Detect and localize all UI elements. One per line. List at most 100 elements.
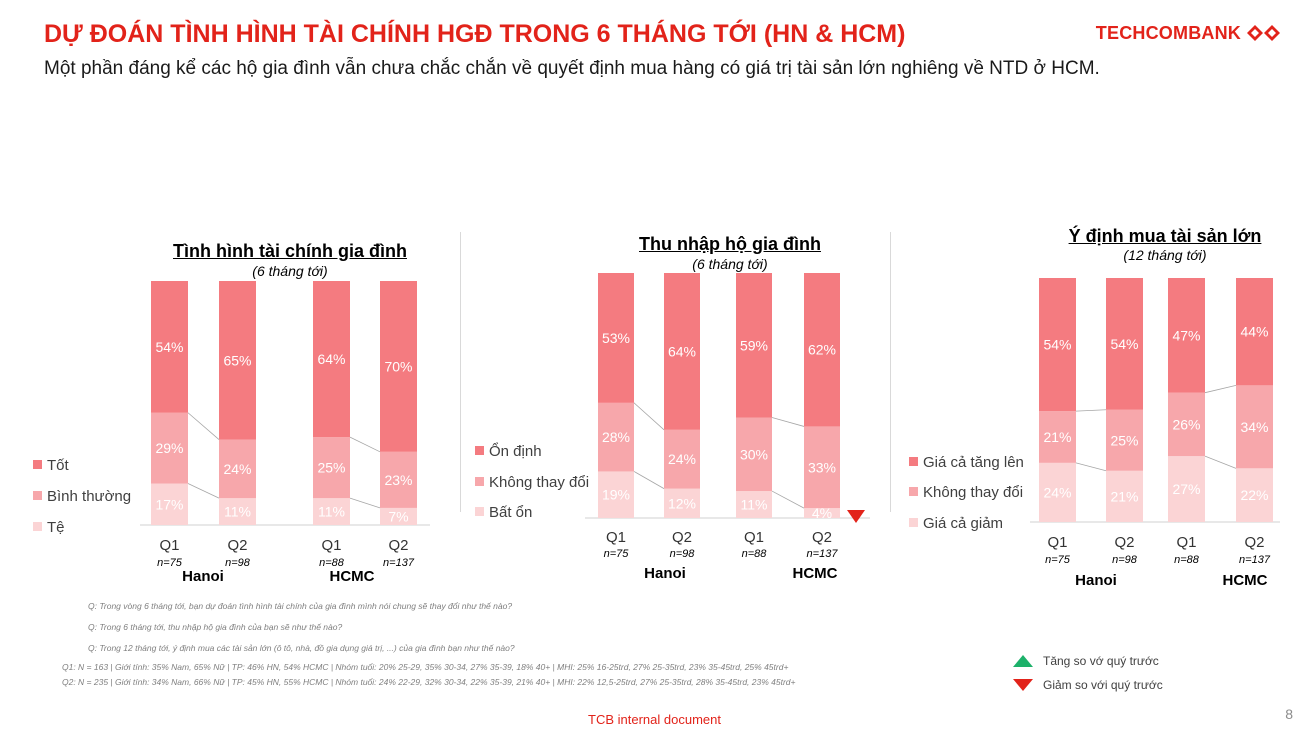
chart1-category-label: Q1 xyxy=(159,537,179,554)
footer-text: TCB internal document xyxy=(0,712,1309,727)
chart2-connector-line xyxy=(772,418,804,427)
chart2-data-label: 12% xyxy=(668,495,696,511)
chart1-sample-size: n=137 xyxy=(383,557,415,569)
chart2-data-label: 24% xyxy=(668,451,696,467)
chart2-connector-line xyxy=(634,471,664,488)
chart1-connector-line xyxy=(350,437,380,452)
chart2-data-label: 62% xyxy=(808,342,836,358)
question-note-3: Q: Trong 12 tháng tới, ý định mua các tà… xyxy=(88,643,515,653)
chart3-data-label: 21% xyxy=(1043,429,1071,445)
chart2-data-label: 11% xyxy=(741,497,768,513)
chart1-category-label: Q2 xyxy=(227,537,247,554)
chart1-data-label: 17% xyxy=(155,496,183,512)
chart2-legend-label: Không thay đổi xyxy=(489,474,589,491)
chart2-data-label: 33% xyxy=(808,459,836,475)
chart2-category-label: Q1 xyxy=(606,529,626,546)
chart1-sample-size: n=98 xyxy=(225,557,251,569)
chart2-data-label: 64% xyxy=(668,343,696,359)
chart3-legend-swatch xyxy=(909,457,918,466)
chart3-sample-size: n=75 xyxy=(1045,554,1071,566)
chart3-legend-label: Giá cả giảm xyxy=(923,515,1003,532)
chart2-legend-label: Bất ổn xyxy=(489,504,532,521)
chart2-sample-size: n=75 xyxy=(604,548,630,560)
chart1-legend-label: Tệ xyxy=(47,519,65,536)
page-number: 8 xyxy=(1285,706,1293,722)
chart3-data-label: 22% xyxy=(1240,487,1268,503)
chart1-category-label: Q1 xyxy=(321,537,341,554)
chart2-legend-swatch xyxy=(475,477,484,486)
chart3-data-label: 27% xyxy=(1172,481,1200,497)
legend-decrease-label: Giảm so với quý trước xyxy=(1043,678,1163,692)
chart2-data-label: 28% xyxy=(602,429,630,445)
chart3-data-label: 21% xyxy=(1110,488,1138,504)
chart3-data-label: 44% xyxy=(1240,324,1268,340)
chart2-sample-size: n=88 xyxy=(742,548,768,560)
chart1-group-label: Hanoi xyxy=(182,568,224,585)
chart2-data-label: 19% xyxy=(602,487,630,503)
chart3-sample-size: n=88 xyxy=(1174,554,1200,566)
chart1-legend-swatch xyxy=(33,460,42,469)
chart2-group-label: Hanoi xyxy=(644,565,686,582)
chart1-data-label: 7% xyxy=(388,508,408,524)
triangle-up-icon xyxy=(1013,655,1033,667)
triangle-down-icon xyxy=(1013,679,1033,691)
legend-increase-label: Tăng so vớ quý trước xyxy=(1043,654,1159,668)
chart1-data-label: 11% xyxy=(318,504,345,520)
chart2-sample-size: n=137 xyxy=(807,548,839,560)
demographics-q2: Q2: N = 235 | Giới tính: 34% Nam, 66% Nữ… xyxy=(62,677,796,687)
chart2-category-label: Q2 xyxy=(672,529,692,546)
chart2-connector-line xyxy=(634,403,664,430)
chart1-data-label: 64% xyxy=(317,351,345,367)
chart3-connector-line xyxy=(1205,385,1236,392)
question-note-1: Q: Trong vòng 6 tháng tới, bạn dự đoán t… xyxy=(88,601,512,611)
chart3-legend-label: Không thay đổi xyxy=(923,484,1023,501)
chart1-data-label: 29% xyxy=(155,440,183,456)
chart1-data-label: 54% xyxy=(155,339,183,355)
chart3-connector-line xyxy=(1076,410,1106,411)
chart3-category-label: Q1 xyxy=(1047,534,1067,551)
chart1-group-label: HCMC xyxy=(330,568,375,585)
chart3-group-label: Hanoi xyxy=(1075,572,1117,589)
legend-increase: Tăng so vớ quý trước xyxy=(1013,654,1159,668)
chart2-connector-line xyxy=(772,491,804,508)
chart3-legend-label: Giá cả tăng lên xyxy=(923,454,1024,471)
chart1-data-label: 24% xyxy=(223,461,251,477)
chart2-legend-swatch xyxy=(475,446,484,455)
chart3-legend-swatch xyxy=(909,518,918,527)
chart1-connector-line xyxy=(350,498,380,508)
chart2-group-label: HCMC xyxy=(793,565,838,582)
chart3-category-label: Q1 xyxy=(1176,534,1196,551)
chart2-data-label: 53% xyxy=(602,330,630,346)
chart2-decrease-marker xyxy=(847,510,865,523)
chart2-legend-swatch xyxy=(475,507,484,516)
chart3-group-label: HCMC xyxy=(1223,572,1268,589)
question-note-2: Q: Trong 6 tháng tới, thu nhập hộ gia đì… xyxy=(88,622,342,632)
chart2-sample-size: n=98 xyxy=(670,548,696,560)
chart3-data-label: 54% xyxy=(1043,337,1071,353)
chart1-legend-label: Tốt xyxy=(47,457,70,474)
chart1-data-label: 25% xyxy=(317,460,345,476)
chart3-connector-line xyxy=(1076,463,1106,471)
chart1-data-label: 65% xyxy=(223,352,251,368)
chart1-connector-line xyxy=(188,413,219,440)
chart2-data-label: 59% xyxy=(740,337,768,353)
chart1-category-label: Q2 xyxy=(388,537,408,554)
chart3-data-label: 47% xyxy=(1172,327,1200,343)
chart3-sample-size: n=98 xyxy=(1112,554,1138,566)
chart3-data-label: 25% xyxy=(1110,432,1138,448)
chart1-connector-line xyxy=(188,484,219,499)
chart1-data-label: 70% xyxy=(384,358,412,374)
chart2-data-label: 30% xyxy=(740,446,768,462)
chart3-data-label: 34% xyxy=(1240,419,1268,435)
chart3-legend-swatch xyxy=(909,487,918,496)
chart3-connector-line xyxy=(1205,456,1236,468)
chart2-legend-label: Ổn định xyxy=(489,442,542,460)
chart1-legend-swatch xyxy=(33,522,42,531)
chart1-data-label: 11% xyxy=(224,504,251,520)
chart3-data-label: 24% xyxy=(1043,484,1071,500)
demographics-q1: Q1: N = 163 | Giới tính: 35% Nam, 65% Nữ… xyxy=(62,662,788,672)
chart3-data-label: 54% xyxy=(1110,336,1138,352)
chart1-data-label: 23% xyxy=(384,472,412,488)
chart3-category-label: Q2 xyxy=(1244,534,1264,551)
chart2-category-label: Q2 xyxy=(812,529,832,546)
